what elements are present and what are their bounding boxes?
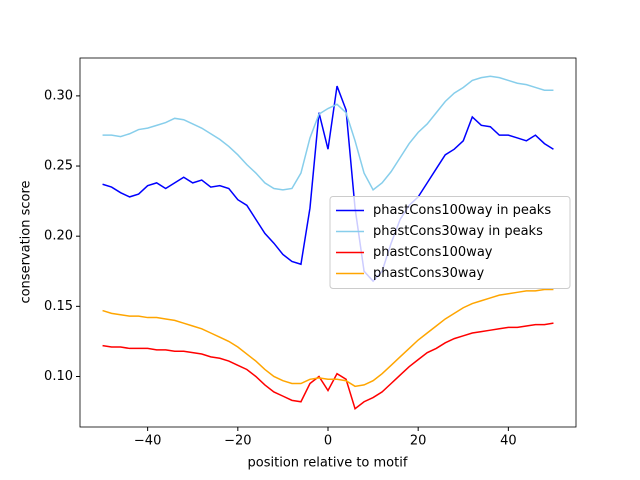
x-tick-label: 20 <box>410 434 427 449</box>
x-tick-label: 40 <box>500 434 517 449</box>
x-tick-label: 0 <box>324 434 332 449</box>
legend-label: phastCons100way in peaks <box>373 203 551 218</box>
y-tick-label: 0.25 <box>44 159 73 174</box>
x-axis-label: position relative to motif <box>248 456 408 471</box>
y-tick-label: 0.30 <box>44 88 73 103</box>
y-tick-label: 0.15 <box>44 299 73 314</box>
line-series <box>102 75 554 192</box>
line-series <box>102 288 554 388</box>
line-series <box>102 322 554 411</box>
legend-label: phastCons30way in peaks <box>373 224 543 239</box>
x-tick-label: −40 <box>134 434 161 449</box>
x-tick-label: −20 <box>224 434 251 449</box>
legend-box <box>329 196 571 289</box>
line-series <box>102 85 554 283</box>
legend-label: phastCons30way <box>373 266 485 281</box>
plot-frame <box>79 57 577 428</box>
legend-label: phastCons100way <box>373 245 493 260</box>
legend: phastCons100way in peaks phastCons30way i… <box>329 196 571 289</box>
y-tick-label: 0.10 <box>44 369 73 384</box>
y-tick-label: 0.20 <box>44 229 73 244</box>
y-axis-label: conservation score <box>19 180 34 303</box>
